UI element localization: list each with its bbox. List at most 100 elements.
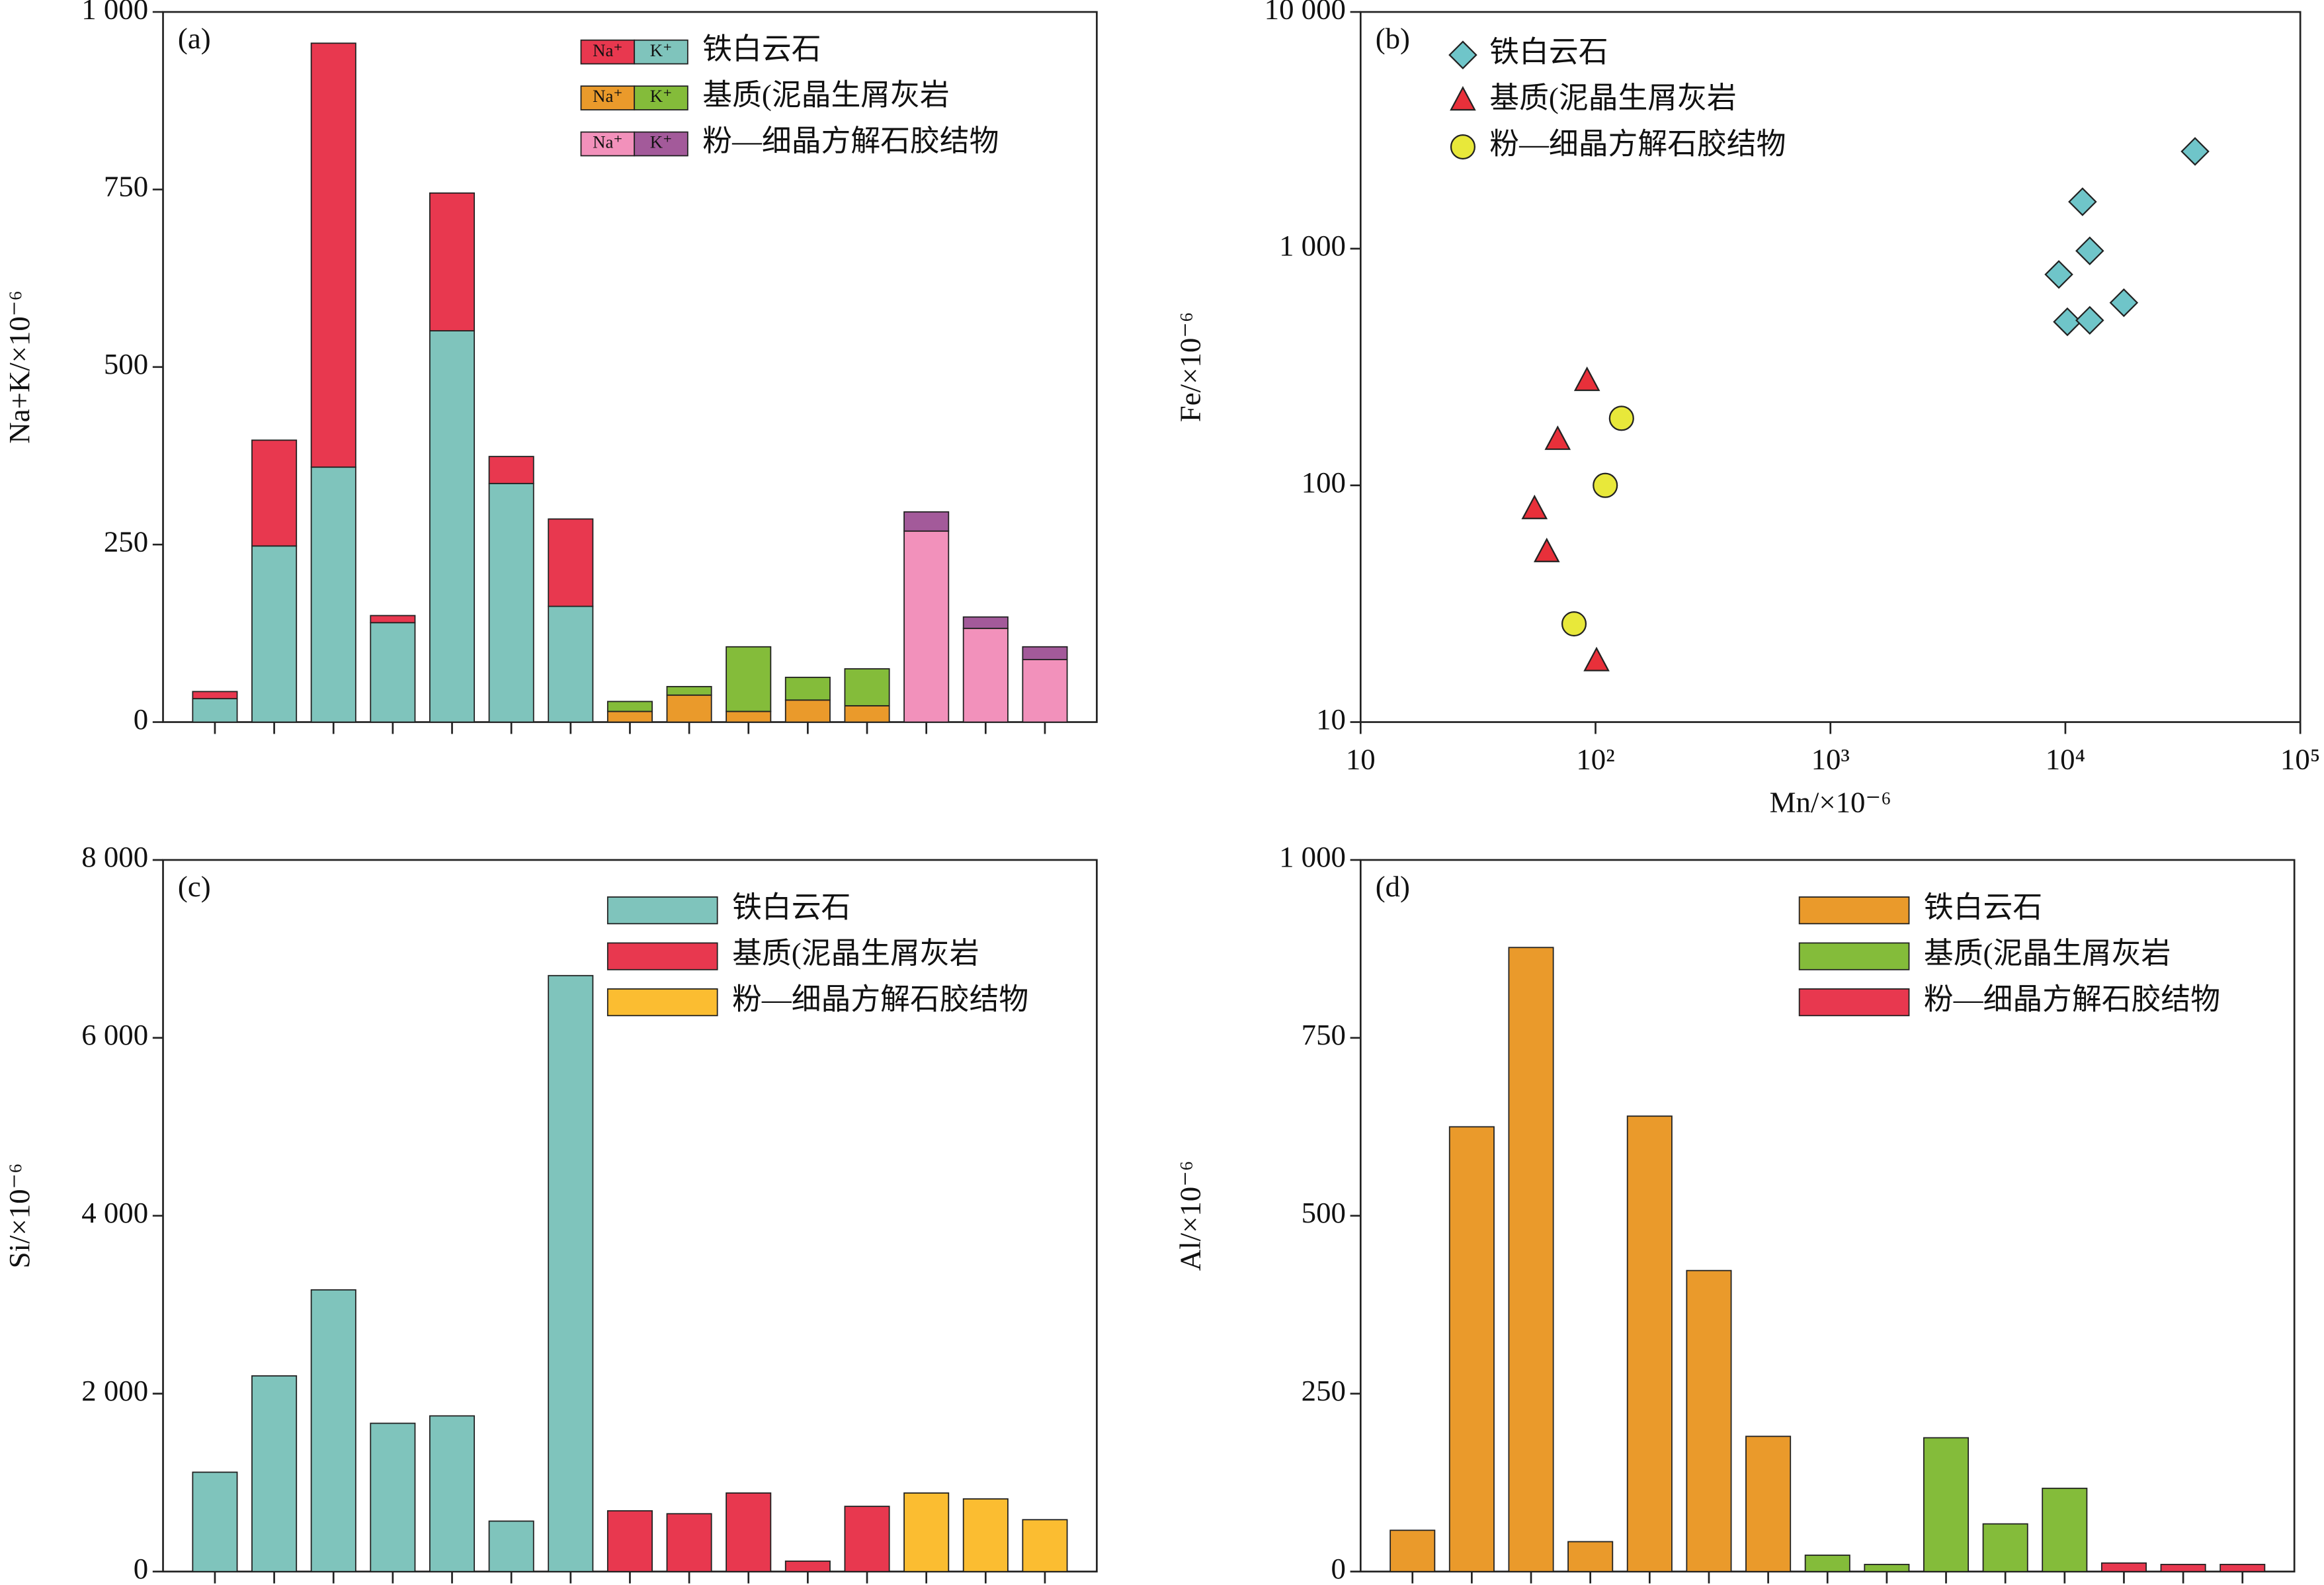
bar	[1804, 1555, 1850, 1572]
x-tick-label: 10⁴	[2046, 742, 2085, 775]
legend-label: 基质(泥晶生屑灰岩	[1489, 81, 1736, 114]
y-tick-label: 10 000	[1265, 0, 1346, 25]
y-tick-label: 0	[134, 1552, 148, 1585]
legend-label: 基质(泥晶生屑灰岩	[1924, 937, 2171, 970]
y-tick-label: 10	[1316, 703, 1346, 736]
y-tick-label: 8 000	[81, 840, 148, 873]
legend-swatch	[606, 988, 718, 1017]
bar	[784, 699, 831, 723]
bar	[1508, 947, 1554, 1572]
bar	[666, 694, 712, 723]
bar	[606, 701, 653, 712]
bar	[1567, 1541, 1614, 1572]
y-axis-label: Na+K/×10⁻⁶	[3, 290, 36, 444]
bar	[606, 1510, 653, 1572]
legend-swatch-label: K⁺	[650, 86, 673, 106]
x-tick-label: 10⁵	[2280, 742, 2320, 775]
point	[2044, 260, 2073, 289]
bar	[1022, 646, 1068, 660]
y-tick-label: 2 000	[81, 1374, 148, 1407]
bar	[548, 518, 594, 607]
bar	[488, 456, 534, 484]
bar	[488, 1520, 534, 1572]
bar	[666, 685, 712, 696]
y-tick-label: 1 000	[1279, 840, 1346, 873]
legend-marker	[1450, 134, 1475, 160]
bar	[1390, 1529, 1436, 1572]
legend-swatch-label: K⁺	[650, 40, 673, 60]
legend-swatch	[634, 85, 688, 110]
point	[1608, 406, 1634, 431]
bar	[2160, 1564, 2206, 1572]
legend-label: 铁白云石	[732, 890, 851, 923]
panel: (c) Si/×10⁻⁶ 0 2 000 4 000 6 000 8 000 铁白云石基质(泥…	[3, 840, 1098, 1585]
legend-swatch	[606, 942, 718, 970]
legend-swatch	[580, 85, 636, 110]
y-axis-label: Si/×10⁻⁶	[3, 1163, 36, 1268]
panel-title: (c)	[178, 870, 211, 903]
point	[2053, 307, 2082, 337]
bar	[903, 1492, 950, 1572]
x-axis-label: Mn/×10⁻⁶	[1770, 785, 1891, 818]
legend-swatch	[606, 896, 718, 925]
bar	[251, 545, 298, 723]
y-tick-label: 0	[1331, 1552, 1345, 1585]
bar	[606, 710, 653, 723]
bar	[429, 330, 476, 723]
y-tick-label: 750	[1302, 1018, 1346, 1051]
legend-swatch	[1798, 988, 1910, 1017]
legend-swatch	[580, 39, 636, 65]
legend-label: 粉—细晶方解石胶结物	[702, 124, 999, 157]
point	[1583, 646, 1610, 671]
legend-swatch-label: Na⁺	[593, 132, 623, 152]
bar	[429, 1415, 476, 1572]
legend-label: 铁白云石	[702, 32, 821, 65]
y-tick-label: 1 000	[1279, 229, 1346, 262]
legend-label: 粉—细晶方解石胶结物	[1489, 127, 1786, 160]
panel: (b) Fe/×10⁻⁶ 10 100 1 000 10 000 10 10² 10³ 10⁴ 10…	[1173, 0, 2320, 818]
legend-label: 铁白云石	[1924, 890, 2042, 923]
bar	[310, 1289, 356, 1572]
bar	[666, 1513, 712, 1572]
bar	[903, 530, 950, 723]
bar	[1864, 1564, 1910, 1572]
y-tick-label: 250	[104, 525, 148, 558]
bar	[370, 615, 416, 624]
y-tick-label: 4 000	[81, 1196, 148, 1229]
bar	[548, 974, 594, 1572]
bar	[903, 511, 950, 532]
bar	[962, 1498, 1009, 1572]
legend-swatch	[1798, 896, 1910, 925]
legend-label: 粉—细晶方解石胶结物	[732, 982, 1028, 1015]
plot-frame	[162, 11, 1098, 723]
y-axis-label: Al/×10⁻⁶	[1173, 1161, 1206, 1271]
bar	[192, 698, 238, 723]
point	[2075, 306, 2104, 335]
panel: (d) Al/×10⁻⁶ 0 250 500 750 1 000 铁白云石基质(泥晶生屑灰岩粉…	[1173, 840, 2296, 1585]
bar	[2100, 1562, 2147, 1572]
bar	[192, 1471, 238, 1572]
point	[1561, 611, 1587, 637]
bar	[370, 622, 416, 723]
bar	[2220, 1564, 2266, 1572]
legend-label: 基质(泥晶生屑灰岩	[732, 937, 979, 970]
bar	[310, 42, 356, 468]
point	[1544, 425, 1571, 450]
bar	[251, 1375, 298, 1572]
y-tick-label: 750	[104, 170, 148, 203]
bar	[2042, 1487, 2088, 1572]
panel-title: (a)	[178, 22, 211, 55]
x-tick-label: 10²	[1576, 742, 1614, 775]
plot-frame	[1359, 11, 2302, 723]
legend-swatch	[634, 39, 688, 65]
point	[2075, 236, 2104, 265]
legend-label: 粉—细晶方解石胶结物	[1924, 982, 2220, 1015]
bar	[962, 616, 1009, 629]
point	[1593, 472, 1618, 498]
legend-marker	[1448, 40, 1477, 69]
legend-swatch-label: Na⁺	[593, 40, 623, 60]
panel-title: (b)	[1376, 22, 1410, 55]
bar	[726, 646, 772, 712]
y-tick-label: 0	[134, 703, 148, 736]
bar	[548, 605, 594, 723]
